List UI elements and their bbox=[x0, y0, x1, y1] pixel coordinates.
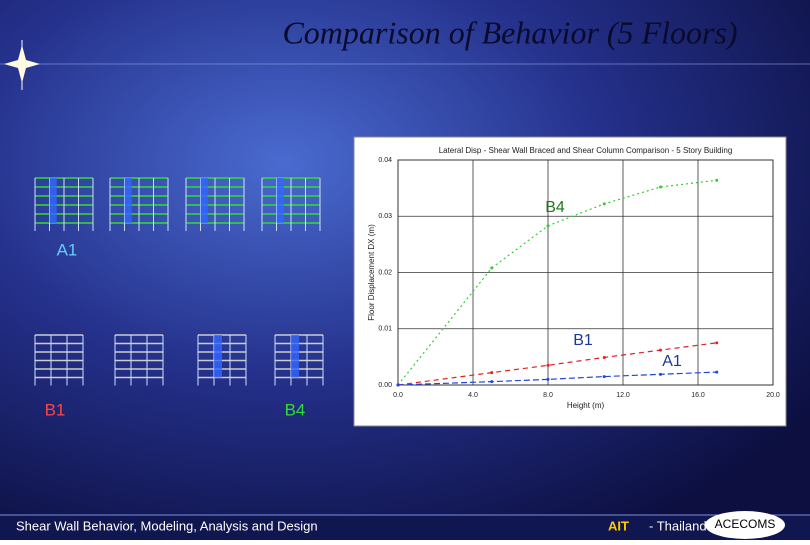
footer-org: AIT bbox=[608, 518, 629, 533]
chart: Lateral Disp - Shear Wall Braced and She… bbox=[367, 146, 780, 410]
x-tick-label: 16.0 bbox=[691, 392, 705, 399]
star bbox=[4, 45, 40, 83]
y-tick-label: 0.04 bbox=[378, 157, 392, 164]
shear-wall bbox=[214, 335, 222, 378]
y-tick-label: 0.00 bbox=[378, 382, 392, 389]
data-point bbox=[602, 202, 606, 206]
series-line bbox=[397, 371, 717, 386]
building-label: A1 bbox=[57, 240, 78, 259]
data-point bbox=[490, 380, 494, 384]
series-line bbox=[397, 342, 717, 386]
slide-title: Comparison of Behavior (5 Floors) bbox=[282, 14, 737, 50]
x-tick-label: 12.0 bbox=[616, 392, 630, 399]
data-point bbox=[659, 348, 662, 352]
data-point bbox=[490, 266, 494, 270]
footer-place: - Thailand bbox=[649, 518, 707, 533]
shear-wall bbox=[49, 178, 57, 223]
x-axis-label: Height (m) bbox=[567, 401, 605, 410]
data-point bbox=[546, 377, 550, 381]
logo-badge bbox=[705, 511, 785, 539]
footer-text: Shear Wall Behavior, Modeling, Analysis … bbox=[16, 518, 318, 533]
chart-title: Lateral Disp - Shear Wall Braced and She… bbox=[439, 146, 733, 155]
shear-wall bbox=[291, 335, 299, 378]
shear-wall bbox=[276, 178, 284, 223]
y-tick-label: 0.03 bbox=[378, 213, 392, 220]
series-label: B1 bbox=[573, 332, 593, 349]
data-point bbox=[490, 371, 494, 375]
data-point bbox=[715, 178, 719, 182]
x-tick-label: 8.0 bbox=[543, 392, 553, 399]
x-tick-label: 20.0 bbox=[766, 392, 780, 399]
x-tick-label: 0.0 bbox=[393, 392, 403, 399]
y-axis-label: Floor Displacement DX (m) bbox=[367, 224, 376, 321]
data-point bbox=[715, 341, 719, 345]
data-point bbox=[659, 185, 662, 189]
logo-text: ACECOMS bbox=[715, 517, 776, 531]
series-line bbox=[397, 179, 717, 386]
building-models bbox=[34, 177, 324, 386]
shear-wall bbox=[200, 178, 208, 223]
plot-frame bbox=[397, 159, 774, 386]
series-label: A1 bbox=[662, 353, 682, 370]
building-label: B4 bbox=[285, 400, 306, 419]
data-point bbox=[546, 224, 550, 228]
footer-bar bbox=[0, 515, 810, 540]
data-point bbox=[659, 372, 662, 376]
data-point bbox=[602, 355, 606, 359]
x-tick-label: 4.0 bbox=[468, 392, 478, 399]
building-label: B1 bbox=[45, 400, 66, 419]
data-point bbox=[715, 370, 719, 374]
data-point bbox=[396, 383, 400, 387]
series-label: B4 bbox=[545, 199, 565, 216]
y-tick-label: 0.02 bbox=[378, 269, 392, 276]
data-point bbox=[602, 375, 606, 379]
shear-wall bbox=[124, 178, 132, 223]
y-tick-label: 0.01 bbox=[378, 326, 392, 333]
data-point bbox=[546, 363, 550, 367]
